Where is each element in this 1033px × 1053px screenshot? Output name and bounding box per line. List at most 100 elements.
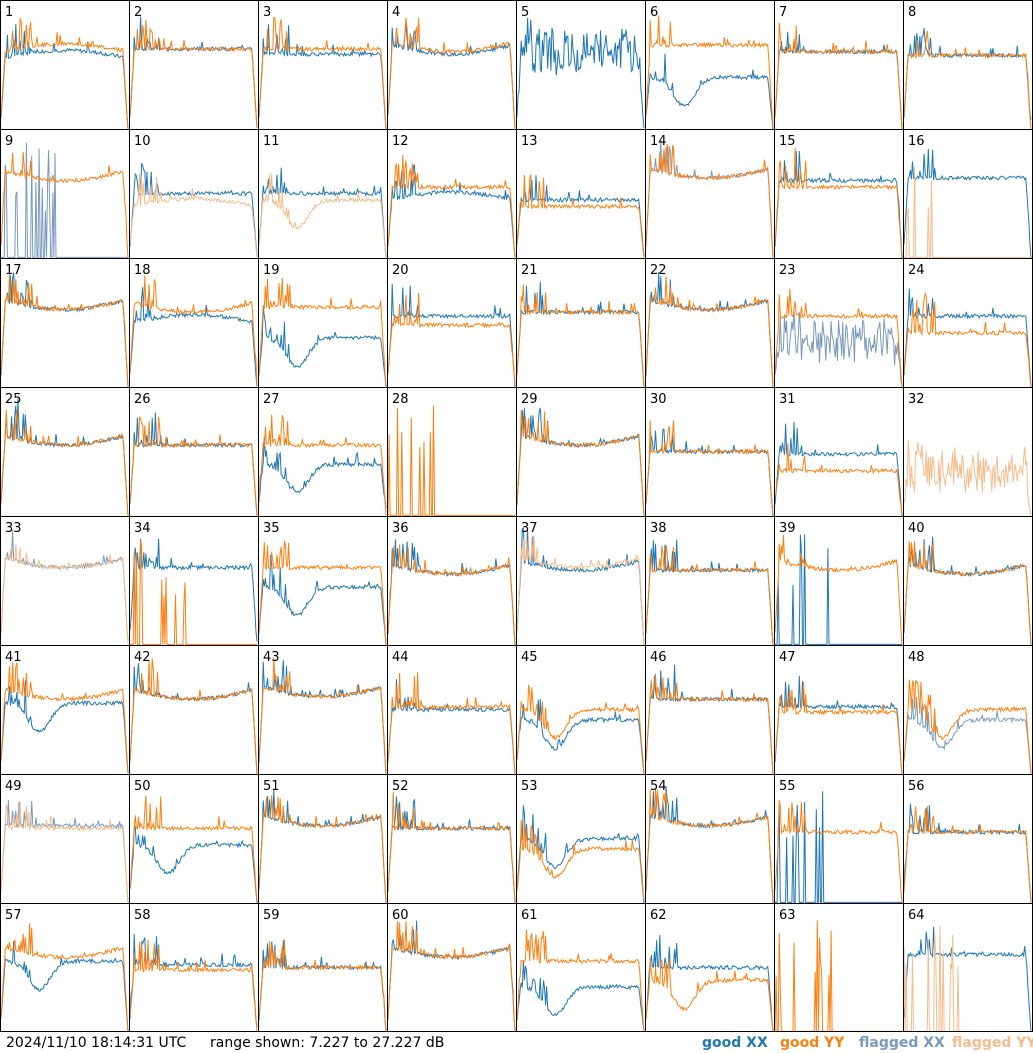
series-xx-22 [645, 272, 774, 388]
series-yy-33 [0, 544, 129, 644]
panel-label-47: 47 [779, 650, 796, 665]
series-yy-38 [645, 545, 774, 646]
series-xx-9 [1, 142, 128, 258]
series-yy-29 [516, 410, 645, 517]
panel-label-55: 55 [779, 779, 796, 794]
series-xx-62 [645, 935, 774, 1031]
series-yy-1 [0, 17, 129, 130]
panel-label-35: 35 [263, 521, 280, 536]
panel-label-22: 22 [650, 263, 667, 278]
series-yy-50 [129, 795, 258, 902]
series-xx-3 [258, 24, 387, 130]
panel-64: 64 [903, 908, 1032, 1032]
panel-5: 5 [516, 5, 645, 128]
series-yy-57 [0, 923, 129, 1032]
series-xx-13 [516, 175, 645, 257]
series-xx-1 [0, 23, 129, 130]
panel-35: 35 [258, 521, 387, 646]
series-yy-10 [129, 173, 258, 258]
panel-label-63: 63 [779, 908, 796, 923]
series-yy-22 [645, 276, 774, 388]
series-xx-12 [387, 164, 516, 257]
panel-63: 63 [774, 908, 902, 1032]
panel-25: 25 [0, 392, 129, 517]
panel-19: 19 [258, 263, 387, 388]
series-xx-8 [903, 28, 1032, 120]
panel-label-62: 62 [650, 908, 667, 923]
series-xx-47 [774, 675, 903, 775]
panel-48: 48 [903, 650, 1032, 775]
panel-24: 24 [903, 263, 1032, 388]
panel-26: 26 [129, 392, 258, 517]
series-yy-21 [516, 284, 645, 388]
legend-good-yy: good YY [780, 1035, 845, 1051]
series-xx-19 [258, 305, 387, 388]
panel-8: 8 [903, 5, 1032, 130]
series-xx-52 [387, 796, 516, 903]
series-xx-59 [258, 940, 387, 1031]
series-xx-46 [645, 664, 774, 775]
panel-27: 27 [258, 392, 387, 516]
series-xx-58 [129, 933, 258, 1027]
panel-label-2: 2 [134, 5, 142, 20]
panel-label-10: 10 [134, 134, 151, 149]
panel-55: 55 [774, 779, 903, 904]
panel-label-52: 52 [392, 779, 409, 794]
panel-label-41: 41 [5, 650, 22, 665]
series-yy-2 [129, 19, 258, 128]
series-xx-21 [516, 281, 645, 387]
panel-33: 33 [0, 521, 129, 644]
series-yy-36 [387, 544, 516, 645]
series-xx-17 [0, 272, 129, 388]
series-xx-18 [129, 287, 258, 387]
panel-label-13: 13 [521, 134, 538, 149]
series-yy-53 [516, 819, 645, 899]
series-yy-61 [516, 929, 645, 1032]
panel-34: 34 [129, 521, 258, 645]
panel-59: 59 [258, 908, 387, 1032]
panel-label-61: 61 [521, 908, 538, 923]
panel-label-23: 23 [779, 263, 796, 278]
series-yy-43 [258, 657, 387, 775]
panel-label-48: 48 [908, 650, 925, 665]
panel-20: 20 [387, 263, 516, 388]
panel-label-14: 14 [650, 134, 667, 149]
series-yy-39 [774, 534, 903, 646]
series-xx-57 [0, 940, 129, 1032]
series-yy-46 [645, 673, 774, 775]
panel-46: 46 [645, 650, 774, 775]
timestamp: 2024/11/10 18:14:31 UTC [6, 1035, 187, 1051]
series-yy-42 [129, 658, 258, 775]
panel-36: 36 [387, 521, 516, 646]
panel-10: 10 [129, 134, 258, 258]
series-yy-17 [0, 274, 129, 387]
panel-6: 6 [645, 5, 774, 130]
panel-label-56: 56 [908, 779, 925, 794]
series-xx-53 [516, 805, 645, 904]
panel-29: 29 [516, 392, 645, 517]
series-yy-9 [0, 151, 129, 259]
series-yy-23 [774, 288, 903, 388]
series-yy-8 [903, 30, 1032, 130]
footer-bar: 2024/11/10 18:14:31 UTC range shown: 7.2… [0, 1032, 1033, 1053]
panel-16: 16 [903, 134, 1032, 259]
series-yy-59 [258, 939, 387, 1032]
panel-label-64: 64 [908, 908, 925, 923]
panel-58: 58 [129, 908, 258, 1032]
series-yy-15 [774, 147, 903, 257]
panel-9: 9 [0, 134, 129, 259]
series-xx-45 [516, 699, 645, 775]
panel-label-40: 40 [908, 521, 925, 536]
panel-label-54: 54 [650, 779, 667, 794]
series-xx-25 [0, 398, 129, 517]
panel-label-18: 18 [134, 263, 151, 278]
panel-49: 49 [0, 779, 129, 904]
panel-18: 18 [129, 263, 258, 387]
panel-label-46: 46 [650, 650, 667, 665]
series-xx-44 [387, 679, 516, 775]
panel-39: 39 [774, 521, 903, 646]
panel-label-33: 33 [5, 521, 22, 536]
panel-label-19: 19 [263, 263, 280, 278]
panel-38: 38 [645, 521, 774, 646]
